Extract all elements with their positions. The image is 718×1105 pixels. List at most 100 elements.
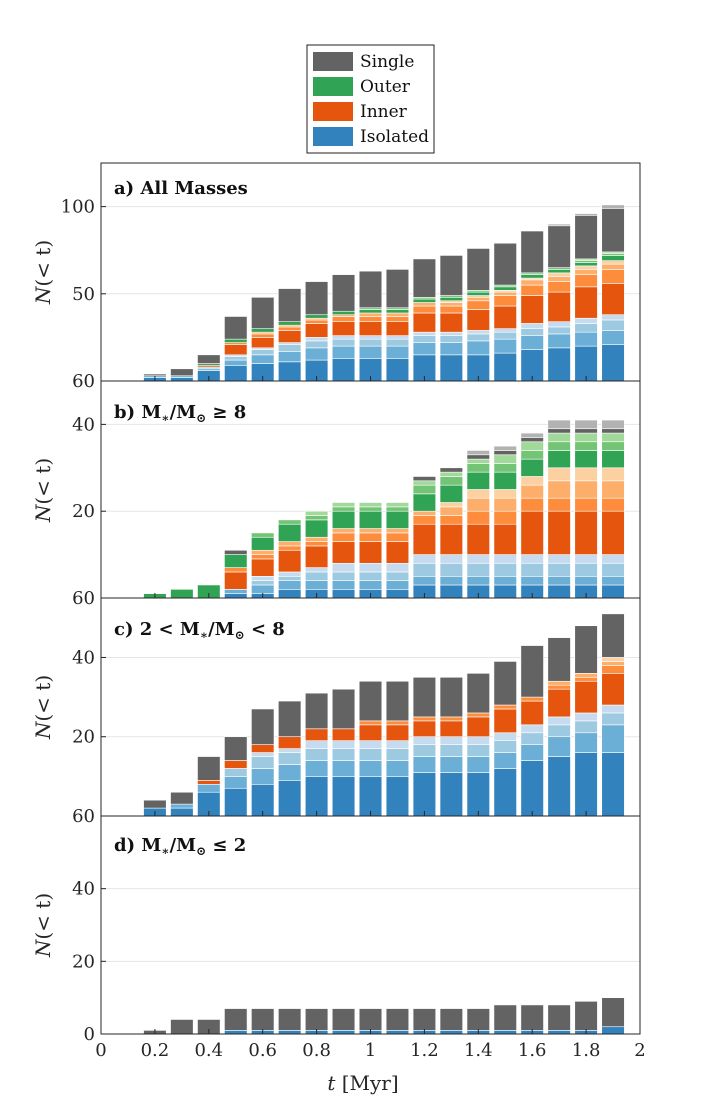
bar-segment (439, 1008, 463, 1031)
bar-segment (358, 532, 383, 542)
bar-segment (170, 807, 194, 817)
bar-segment (278, 361, 302, 382)
bar-segment (574, 676, 598, 682)
bar-segment (520, 645, 544, 698)
bar-segment (520, 476, 544, 486)
bar-segment (224, 1030, 248, 1035)
bar-segment (385, 562, 410, 573)
bar-segment (547, 225, 571, 268)
bar-segment (385, 321, 410, 336)
bar-segment (251, 354, 275, 364)
bar-segment (278, 321, 302, 326)
bar-segment (601, 752, 625, 817)
bar-segment (520, 497, 544, 512)
bar-segment (278, 523, 302, 542)
bar-segment (601, 255, 625, 261)
bar-segment (304, 536, 329, 542)
bar-segment (601, 554, 625, 564)
bar-segment (331, 335, 356, 340)
bar-segment (601, 467, 625, 482)
bar-segment (358, 528, 383, 534)
title-c-sub2: ⊙ (235, 628, 245, 642)
bar-segment (278, 748, 302, 753)
bar-segment (251, 328, 275, 333)
bar-segment (331, 316, 356, 323)
bar-segment (331, 1008, 356, 1031)
bar-segment (439, 342, 463, 356)
bar-segment (278, 571, 302, 577)
bar-segment (278, 1008, 302, 1031)
bar-segment (601, 673, 625, 706)
title-b-prefix: b) M (114, 402, 161, 423)
bar-segment (601, 661, 625, 666)
bar-segment (412, 484, 437, 495)
bar-segment (251, 333, 275, 338)
bar-segment (466, 463, 490, 473)
bar-segment (439, 255, 463, 296)
bar-segment (520, 437, 544, 443)
bar-segment (601, 510, 625, 555)
bar-segment (358, 309, 383, 314)
bar-segment (224, 549, 248, 555)
bar-segment (439, 467, 463, 473)
bar-segment (493, 454, 517, 464)
bar-segment (520, 230, 544, 274)
ylabel-d: N(< t) (31, 893, 55, 958)
bar-segment (439, 744, 463, 757)
bar-segment (574, 752, 598, 817)
bar-segment (385, 1008, 410, 1031)
bar-segment (224, 359, 248, 366)
bar-segment (574, 1000, 598, 1031)
bar-segment (493, 328, 517, 333)
bar-segment (439, 575, 463, 586)
bar-segment (331, 562, 356, 573)
bar-segment (251, 744, 275, 753)
bar-segment (493, 445, 517, 451)
bar-segment (493, 291, 517, 296)
bar-segment (574, 215, 598, 260)
bar-segment (493, 554, 517, 564)
bar-segment (412, 716, 437, 722)
bar-segment (412, 510, 437, 516)
bar-segment (278, 780, 302, 817)
title-d-sub1: ∗ (161, 844, 169, 858)
bar-segment (493, 242, 517, 286)
bar-segment (385, 776, 410, 817)
bar-segment (439, 476, 463, 486)
bar-segment (197, 783, 221, 793)
bar-segment (304, 347, 329, 361)
x-tick-label: 1 (365, 1040, 376, 1061)
bar-segment (439, 736, 463, 745)
bar-segment (385, 532, 410, 542)
bar-segment (520, 744, 544, 761)
bar-segment (251, 554, 275, 560)
bar-segment (331, 274, 356, 312)
legend: Single Outer Inner Isolated (306, 44, 435, 154)
bar-segment (439, 331, 463, 336)
bar-segment (358, 748, 383, 761)
bar-segment (601, 724, 625, 753)
bar-segment (493, 768, 517, 817)
bar-segment (304, 281, 329, 316)
bar-segment (224, 338, 248, 343)
bar-segment (358, 510, 383, 529)
title-c-suffix: < 8 (245, 619, 285, 640)
bar-segment (412, 335, 437, 343)
bar-segment (278, 545, 302, 551)
panel-low-mass: 0 20 40 0 0.2 0.4 0.6 0.8 1 1.2 1.4 1.6 1.8 2 (72, 815, 646, 1061)
bar-segment (358, 338, 383, 347)
bar-segment (601, 613, 625, 658)
panel-title-a: a) All Masses (114, 178, 248, 199)
bar-segment (331, 541, 356, 564)
bar-segment (574, 262, 598, 267)
bar-segment (466, 575, 490, 586)
bar-segment (439, 471, 463, 477)
bar-segment (304, 545, 329, 568)
bar-segment (493, 1030, 517, 1035)
bar-segment (331, 506, 356, 512)
bar-segment (304, 519, 329, 538)
bar-segment (358, 724, 383, 741)
panel-title-b: b) M∗/M⊙ ≥ 8 (114, 402, 246, 425)
bar-segment (412, 1008, 437, 1031)
bar-segment (574, 575, 598, 586)
